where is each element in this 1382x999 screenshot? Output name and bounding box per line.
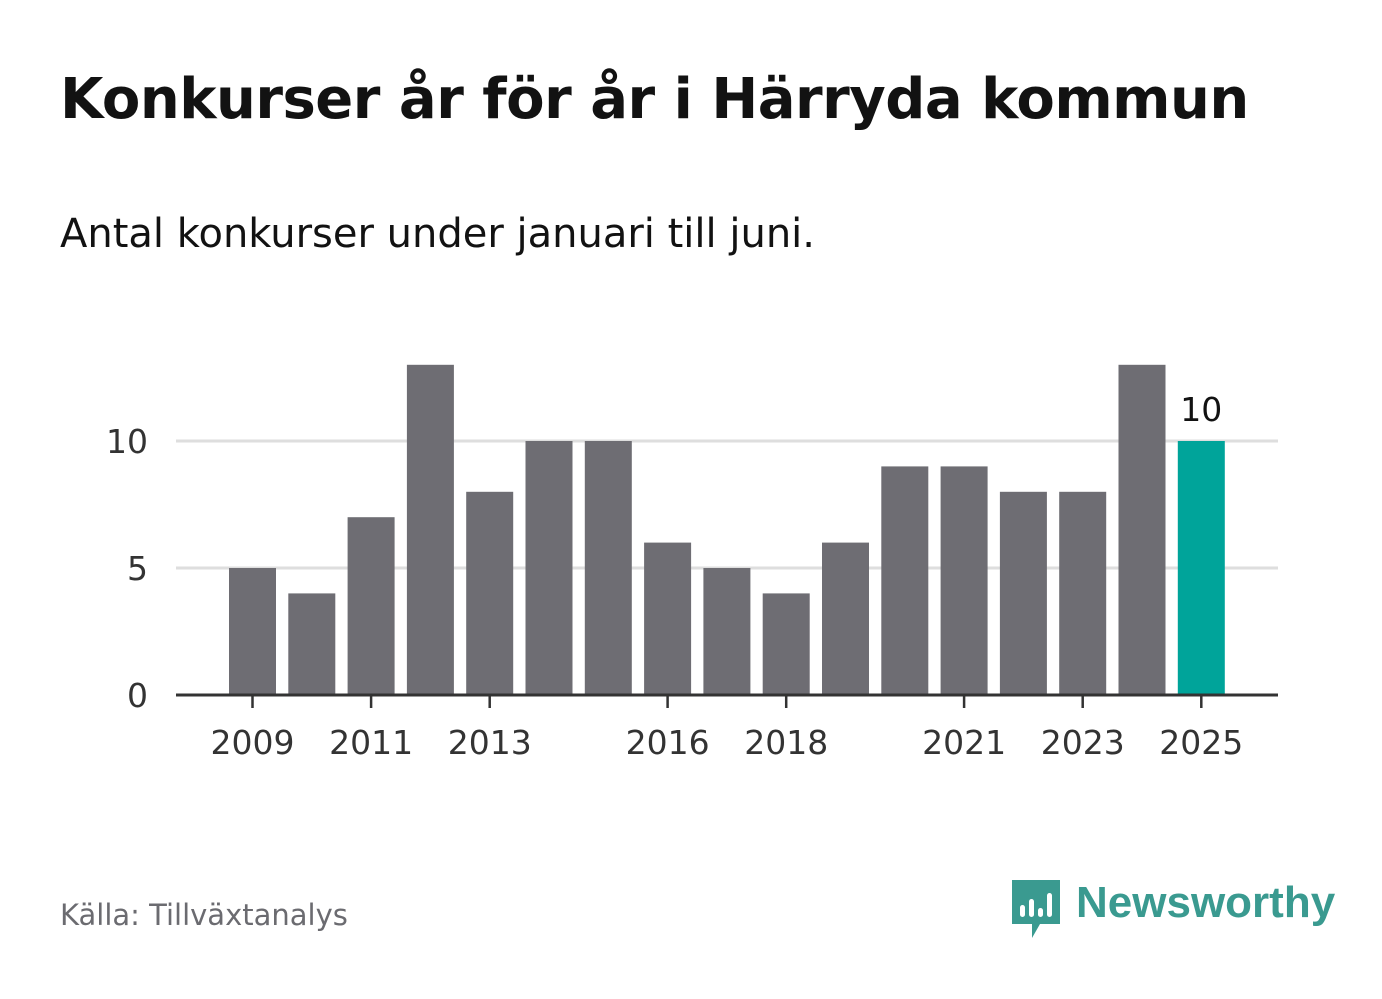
bar-2022 bbox=[999, 491, 1047, 695]
bar-2019 bbox=[822, 542, 869, 695]
bar-2014 bbox=[525, 441, 573, 695]
y-tick-label: 0 bbox=[127, 676, 148, 715]
y-tick-label: 10 bbox=[106, 422, 148, 461]
brand-logo: Newsworthy bbox=[1010, 878, 1335, 942]
value-label-2025: 10 bbox=[1180, 390, 1222, 429]
bar-2023 bbox=[1059, 491, 1107, 695]
x-axis bbox=[176, 693, 1278, 708]
bar-2020 bbox=[881, 466, 929, 695]
x-tick-label: 2021 bbox=[922, 723, 1006, 762]
newsworthy-logo-icon bbox=[1012, 880, 1060, 938]
bar-2024 bbox=[1118, 364, 1166, 695]
x-tick-label: 2016 bbox=[626, 723, 710, 762]
bar-2016 bbox=[644, 542, 692, 695]
bar-2009 bbox=[229, 568, 276, 695]
bar-2012 bbox=[406, 364, 454, 695]
x-tick-label: 2013 bbox=[448, 723, 532, 762]
x-tick-label: 2009 bbox=[211, 723, 295, 762]
x-tick-label: 2025 bbox=[1159, 723, 1243, 762]
bar-2015 bbox=[584, 441, 632, 695]
bar-2011 bbox=[347, 517, 395, 695]
bar-2018 bbox=[762, 593, 810, 695]
brand-name: Newsworthy bbox=[1076, 878, 1336, 927]
bar-2017 bbox=[703, 568, 751, 695]
bar-2021 bbox=[940, 466, 988, 695]
y-tick-label: 5 bbox=[127, 549, 148, 588]
chart-title: Konkurser år för år i Härryda kommun bbox=[60, 67, 1249, 132]
source-note: Källa: Tillväxtanalys bbox=[60, 898, 348, 932]
bar-2010 bbox=[288, 593, 336, 695]
x-tick-label: 2018 bbox=[744, 723, 828, 762]
x-tick-label: 2011 bbox=[329, 723, 413, 762]
x-tick-label: 2023 bbox=[1041, 723, 1125, 762]
chart-subtitle: Antal konkurser under januari till juni. bbox=[60, 211, 815, 257]
bars bbox=[229, 364, 1225, 695]
bar-2013 bbox=[466, 491, 514, 695]
gridlines bbox=[176, 439, 1278, 570]
labels: 0 5 10 2009 2011 2013 2016 2018 2021 2023 2025 10 bbox=[106, 390, 1243, 762]
bar-2025 bbox=[1177, 441, 1225, 695]
